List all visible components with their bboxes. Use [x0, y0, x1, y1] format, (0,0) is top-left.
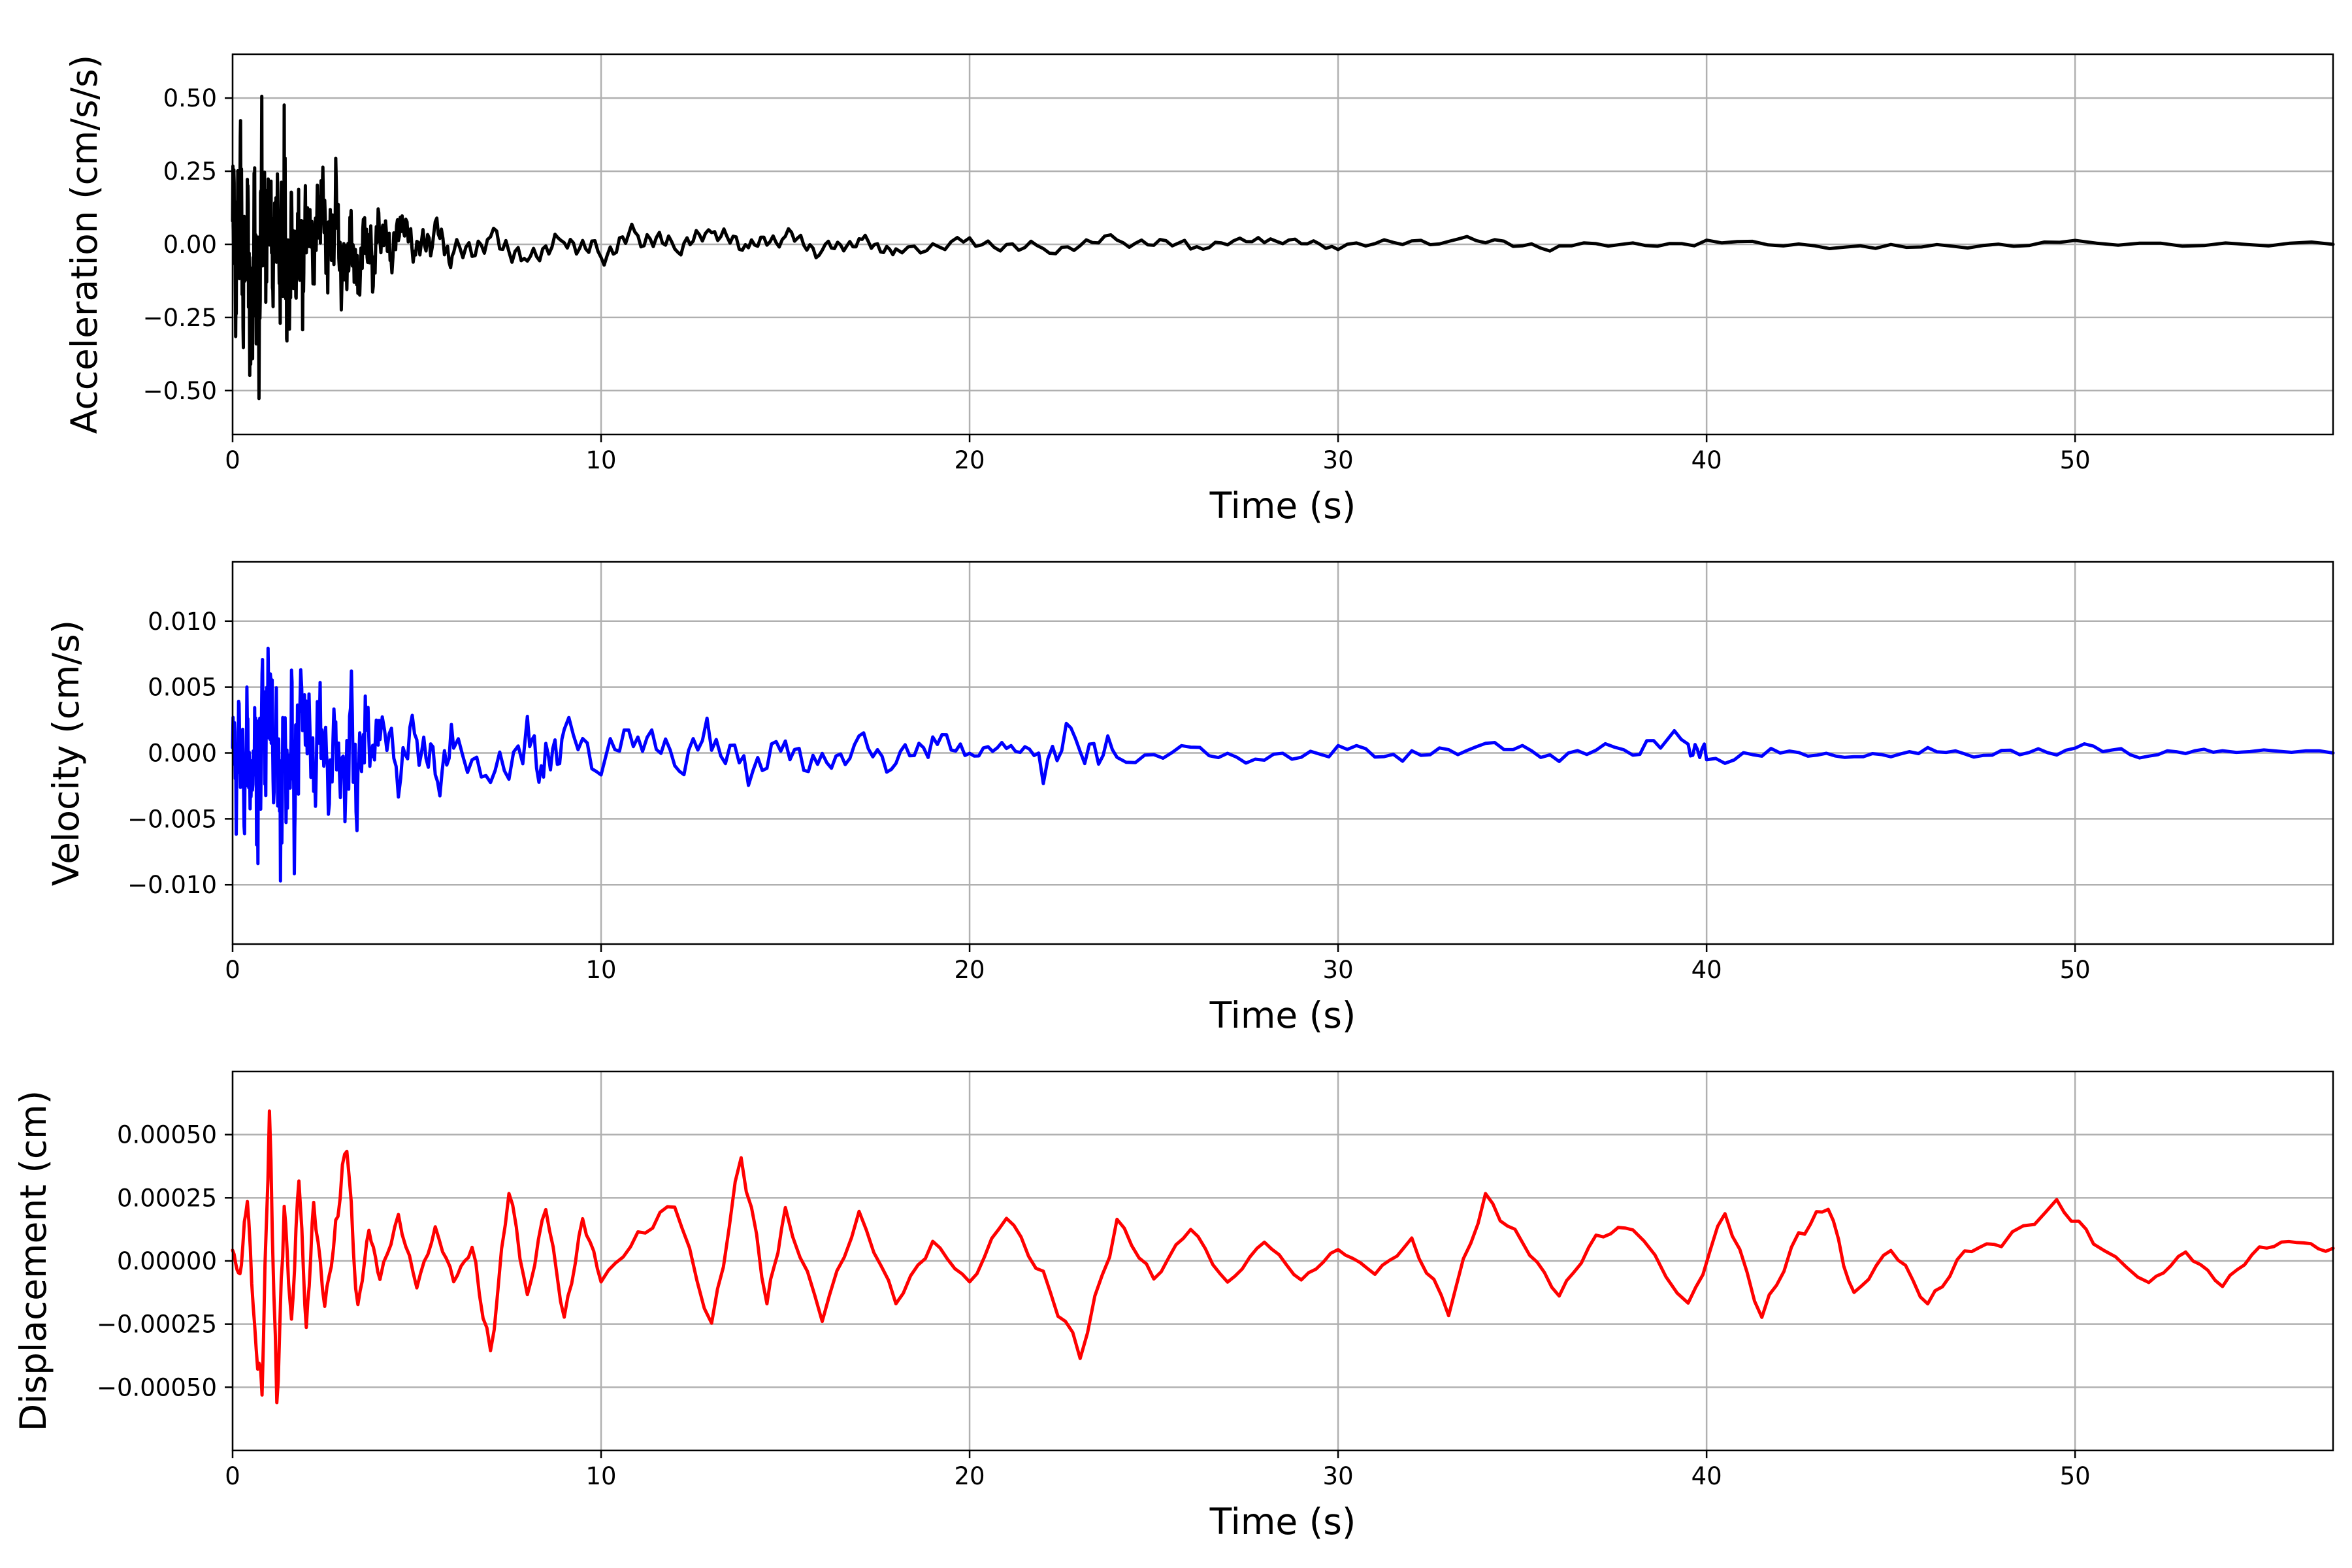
velocity-grid: [231, 562, 2333, 944]
acceleration-x-axis-label: Time (s): [1209, 485, 1356, 527]
displacement-ytick-label-2: 0.00000: [117, 1247, 217, 1275]
velocity-ytick-label-3: 0.005: [148, 674, 217, 702]
acceleration-subplot: 0 10 20 30 40 50 −0.50 −0.25 0.00 0.25 0.50 Time (…: [63, 53, 2335, 527]
displacement-ytick-label-4: 0.00050: [117, 1121, 217, 1149]
acceleration-y-axis-label: Acceleration (cm/s/s): [63, 55, 105, 434]
displacement-xtick-label-1: 10: [585, 1462, 616, 1490]
velocity-series-line-0: [231, 646, 2335, 883]
velocity-xtick-label-4: 40: [1691, 956, 1722, 984]
displacement-series: [231, 1109, 2335, 1405]
acceleration-series: [231, 94, 2335, 400]
acceleration-xtick-label-5: 50: [2060, 446, 2091, 474]
displacement-xtick-label-3: 30: [1323, 1462, 1354, 1490]
displacement-x-axis-label: Time (s): [1209, 1501, 1356, 1543]
acceleration-ytick-label-2: 0.00: [163, 231, 217, 259]
displacement-y-axis-label: Displacement (cm): [12, 1090, 54, 1431]
acceleration-xtick-label-2: 20: [955, 446, 985, 474]
velocity-ytick-label-4: 0.010: [148, 608, 217, 636]
velocity-xtick-label-2: 20: [955, 956, 985, 984]
acceleration-ticks: 0 10 20 30 40 50 −0.50 −0.25 0.00 0.25 0.50: [143, 84, 2091, 474]
velocity-ytick-label-0: −0.010: [127, 871, 217, 899]
velocity-subplot: 0 10 20 30 40 50 −0.010 −0.005 0.000 0.005 0.010 T…: [45, 561, 2335, 1036]
displacement-ytick-label-0: −0.00050: [97, 1373, 217, 1401]
displacement-xtick-label-0: 0: [225, 1462, 240, 1490]
displacement-xtick-label-4: 40: [1691, 1462, 1722, 1490]
velocity-xtick-label-0: 0: [225, 956, 240, 984]
displacement-ytick-label-1: −0.00025: [97, 1311, 217, 1339]
velocity-y-axis-label: Velocity (cm/s): [45, 620, 87, 886]
acceleration-series-line-0: [231, 94, 2335, 400]
velocity-xtick-label-5: 50: [2060, 956, 2091, 984]
acceleration-xtick-label-0: 0: [225, 446, 240, 474]
displacement-subplot: 0 10 20 30 40 50 −0.00050 −0.00025 0.00000 0.0002…: [12, 1070, 2335, 1543]
displacement-series-line-0: [231, 1109, 2335, 1405]
velocity-ytick-label-1: −0.005: [127, 805, 217, 833]
velocity-series: [231, 646, 2335, 883]
displacement-ytick-label-3: 0.00025: [117, 1184, 217, 1212]
velocity-ytick-label-2: 0.000: [148, 740, 217, 768]
velocity-xtick-label-3: 30: [1323, 956, 1354, 984]
velocity-ticks: 0 10 20 30 40 50 −0.010 −0.005 0.000 0.005 0.010: [127, 608, 2091, 984]
acceleration-xtick-label-4: 40: [1691, 446, 1722, 474]
acceleration-ytick-label-3: 0.25: [163, 157, 217, 186]
displacement-xtick-label-5: 50: [2060, 1462, 2091, 1490]
acceleration-xtick-label-3: 30: [1323, 446, 1354, 474]
acceleration-ytick-label-1: −0.25: [143, 304, 217, 332]
velocity-xtick-label-1: 10: [585, 956, 616, 984]
acceleration-xtick-label-1: 10: [585, 446, 616, 474]
velocity-x-axis-label: Time (s): [1209, 994, 1356, 1036]
displacement-ticks: 0 10 20 30 40 50 −0.00050 −0.00025 0.00000 0.0002…: [97, 1121, 2091, 1490]
acceleration-ytick-label-4: 0.50: [163, 84, 217, 112]
displacement-xtick-label-2: 20: [955, 1462, 985, 1490]
acceleration-ytick-label-0: −0.50: [143, 377, 217, 405]
